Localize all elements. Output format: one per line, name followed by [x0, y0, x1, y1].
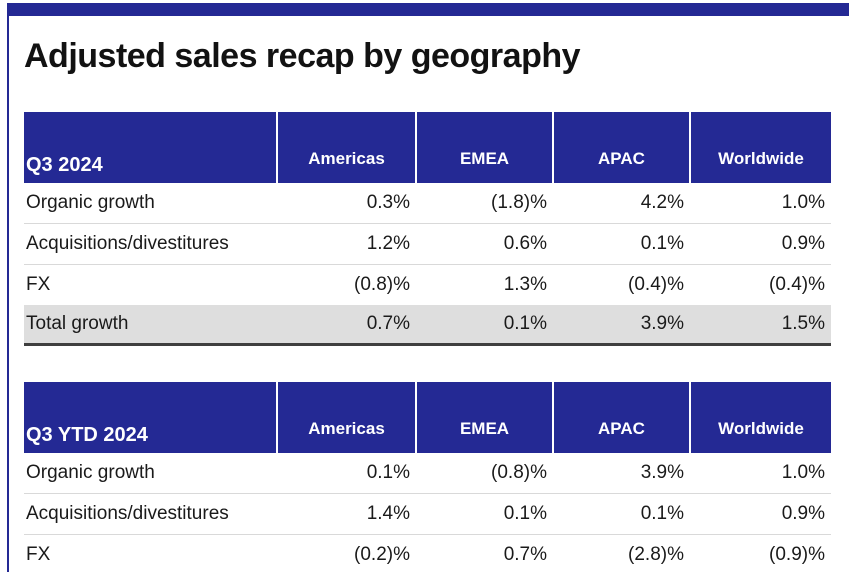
value-cell: (0.4)%	[690, 264, 831, 306]
value-cell: 0.1%	[553, 493, 690, 535]
value-cell: 1.4%	[277, 493, 416, 535]
value-cell: 0.3%	[277, 183, 416, 224]
value-cell: 0.9%	[690, 223, 831, 265]
row-label: Organic growth	[24, 183, 277, 224]
slide-content: Adjusted sales recap by geography Q3 202…	[24, 0, 831, 572]
value-cell: (1.8)%	[416, 183, 553, 224]
column-header-worldwide: Worldwide	[689, 112, 831, 184]
row-label: Acquisitions/divestitures	[24, 223, 277, 265]
table-header-row: Q3 YTD 2024 Americas EMEA APAC Worldwide	[24, 382, 831, 454]
value-cell: 0.1%	[416, 493, 553, 535]
value-cell: 1.0%	[690, 453, 831, 494]
value-cell: 1.2%	[277, 223, 416, 265]
value-cell: 0.6%	[416, 223, 553, 265]
value-cell: (0.2)%	[277, 534, 416, 572]
value-cell: (0.8)%	[277, 264, 416, 306]
table-row-fx: FX (0.2)% 0.7% (2.8)% (0.9)%	[24, 534, 831, 572]
column-header-worldwide: Worldwide	[689, 382, 831, 454]
value-cell: (0.9)%	[690, 534, 831, 572]
value-cell: 0.7%	[416, 534, 553, 572]
column-header-emea: EMEA	[415, 112, 553, 184]
value-cell: (0.8)%	[416, 453, 553, 494]
value-cell: 1.5%	[690, 305, 831, 347]
row-label: Organic growth	[24, 453, 277, 494]
row-label: FX	[24, 264, 277, 306]
value-cell: 0.1%	[277, 453, 416, 494]
table-row-total-growth: Total growth 0.7% 0.1% 3.9% 1.5%	[24, 305, 831, 347]
table-row-acquisitions-divestitures: Acquisitions/divestitures 1.2% 0.6% 0.1%…	[24, 223, 831, 265]
period-label: Q3 2024	[24, 112, 277, 184]
column-header-emea: EMEA	[415, 382, 553, 454]
column-header-apac: APAC	[552, 112, 690, 184]
value-cell: 1.0%	[690, 183, 831, 224]
row-label: FX	[24, 534, 277, 572]
table-row-organic-growth: Organic growth 0.1% (0.8)% 3.9% 1.0%	[24, 453, 831, 494]
table-row-organic-growth: Organic growth 0.3% (1.8)% 4.2% 1.0%	[24, 183, 831, 224]
table-row-fx: FX (0.8)% 1.3% (0.4)% (0.4)%	[24, 264, 831, 306]
table-row-acquisitions-divestitures: Acquisitions/divestitures 1.4% 0.1% 0.1%…	[24, 493, 831, 535]
value-cell: 3.9%	[553, 453, 690, 494]
table-q3-ytd-2024: Q3 YTD 2024 Americas EMEA APAC Worldwide…	[24, 382, 831, 572]
row-label: Total growth	[24, 305, 277, 347]
table-header-row: Q3 2024 Americas EMEA APAC Worldwide	[24, 112, 831, 184]
row-label: Acquisitions/divestitures	[24, 493, 277, 535]
value-cell: 0.9%	[690, 493, 831, 535]
column-header-americas: Americas	[276, 382, 416, 454]
column-header-americas: Americas	[276, 112, 416, 184]
value-cell: (0.4)%	[553, 264, 690, 306]
value-cell: 0.1%	[416, 305, 553, 347]
value-cell: (2.8)%	[553, 534, 690, 572]
slide-top-border	[7, 3, 849, 16]
value-cell: 1.3%	[416, 264, 553, 306]
page-title: Adjusted sales recap by geography	[24, 37, 581, 75]
value-cell: 0.1%	[553, 223, 690, 265]
value-cell: 4.2%	[553, 183, 690, 224]
table-q3-2024: Q3 2024 Americas EMEA APAC Worldwide Org…	[24, 112, 831, 347]
column-header-apac: APAC	[552, 382, 690, 454]
slide-left-border	[7, 3, 9, 572]
value-cell: 3.9%	[553, 305, 690, 347]
period-label: Q3 YTD 2024	[24, 382, 277, 454]
value-cell: 0.7%	[277, 305, 416, 347]
